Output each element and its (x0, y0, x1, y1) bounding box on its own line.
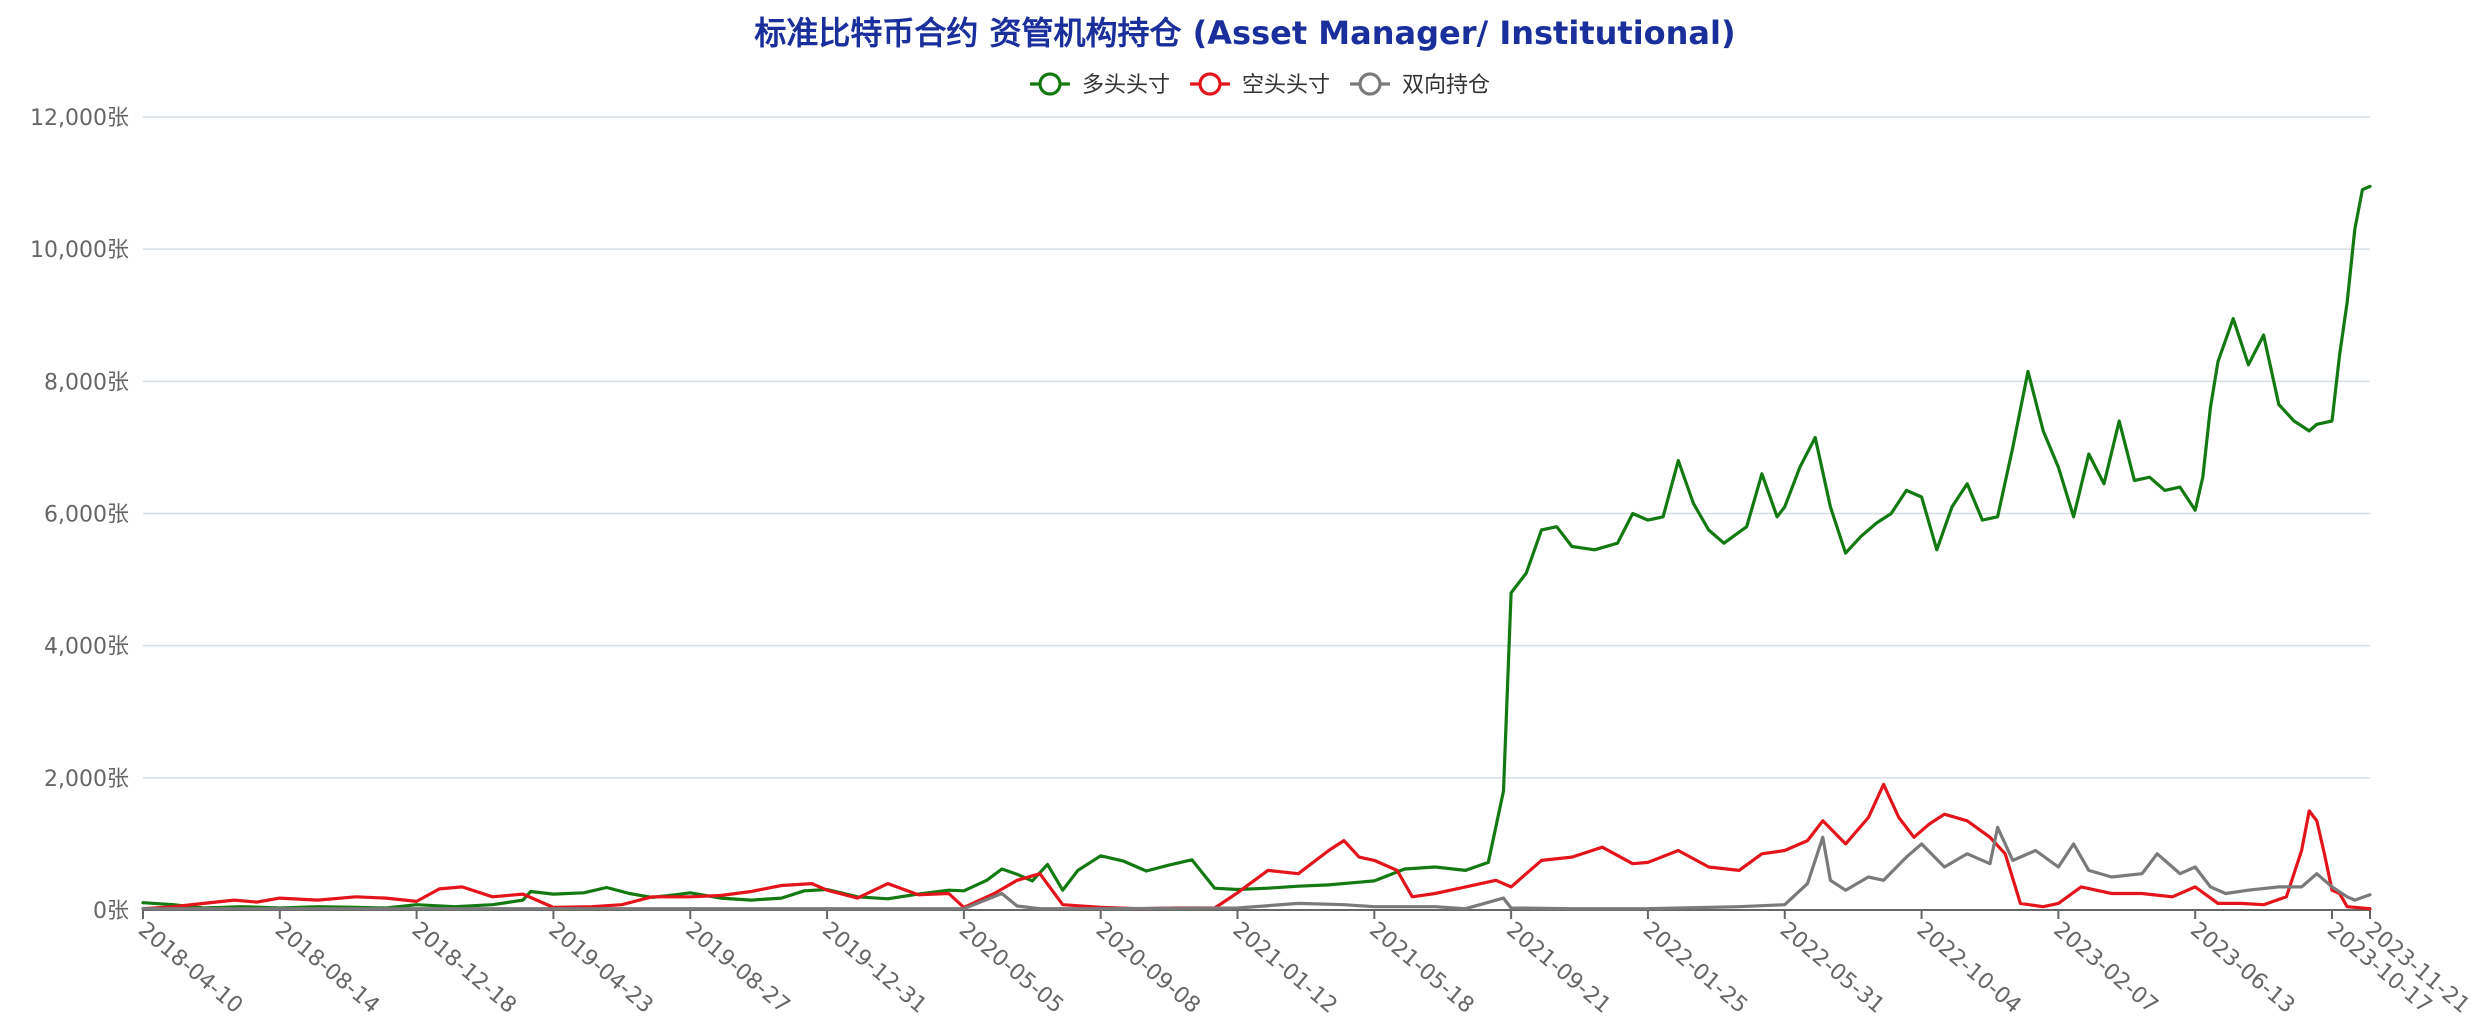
x-tick-label: 2022-01-25 (1638, 917, 1752, 1018)
y-axis: 0张 2,000张 4,000张 6,000张 8,000张 10,000张 12,000张 (30, 106, 129, 924)
y-tick-label: 2,000张 (44, 767, 129, 792)
x-tick-label: 2023-02-07 (2049, 917, 2163, 1018)
legend-marker (1198, 72, 1222, 96)
series-line-0 (141, 184, 2372, 910)
x-axis: 2018-04-10 2018-08-14 2018-12-18 2019-04-23… (133, 909, 2474, 1019)
x-tick-label: 2019-08-27 (680, 917, 794, 1018)
x-tick-label: 2021-05-18 (1364, 917, 1478, 1018)
x-tick-label: 2020-09-08 (1091, 917, 1205, 1018)
y-tick-label: 12,000张 (30, 106, 129, 131)
y-tick-label: 6,000张 (44, 503, 129, 528)
x-tick-label: 2023-06-13 (2185, 917, 2299, 1018)
legend-item[interactable]: 空头头寸 (1190, 72, 1330, 98)
x-tick-label: 2021-09-21 (1501, 917, 1615, 1018)
series-line-2 (141, 825, 2372, 911)
y-tick-label: 8,000张 (44, 370, 129, 395)
legend-marker (1358, 72, 1382, 96)
y-tick-label: 4,000张 (44, 635, 129, 660)
y-tick-label: 10,000张 (30, 238, 129, 263)
legend: 多头头寸 空头头寸 双向持仓 (1030, 72, 1490, 98)
legend-label: 多头头寸 (1082, 73, 1170, 98)
x-tick-label: 2019-04-23 (544, 917, 658, 1018)
x-tick-label: 2020-05-05 (954, 917, 1068, 1018)
x-tick-label: 2018-08-14 (270, 917, 384, 1018)
x-tick-label: 2022-05-31 (1775, 917, 1889, 1018)
series-lines (141, 184, 2372, 911)
chart-title: 标准比特币合约 资管机构持仓 (Asset Manager/ Instituti… (754, 14, 1735, 52)
legend-label: 双向持仓 (1402, 73, 1490, 98)
legend-item[interactable]: 多头头寸 (1030, 72, 1170, 98)
series-line-1 (141, 782, 2372, 911)
legend-item[interactable]: 双向持仓 (1350, 72, 1490, 98)
x-tick-label: 2019-12-31 (817, 917, 931, 1018)
legend-label: 空头头寸 (1242, 73, 1330, 98)
x-tick-label: 2018-12-18 (407, 917, 521, 1018)
x-tick-label: 2018-04-10 (133, 917, 247, 1018)
y-tick-label: 0张 (93, 899, 129, 924)
x-tick-label: 2022-10-04 (1912, 917, 2026, 1018)
x-tick-label: 2021-01-12 (1228, 917, 1342, 1018)
grid-lines (143, 116, 2370, 779)
legend-marker (1038, 72, 1062, 96)
